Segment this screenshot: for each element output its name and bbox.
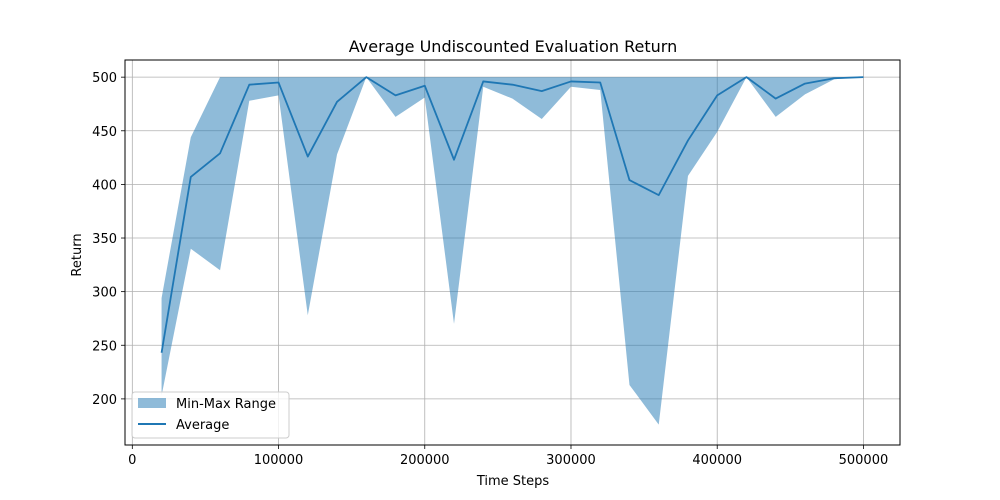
y-tick-label: 300 [92, 286, 117, 301]
y-tick-label: 200 [92, 393, 117, 408]
x-axis-label: Time Steps [476, 474, 550, 489]
grid-lines [125, 60, 900, 445]
legend-swatch-band [138, 398, 166, 408]
y-tick-label: 250 [92, 339, 117, 354]
legend-box [131, 391, 290, 439]
x-tick-label: 100000 [254, 453, 304, 468]
y-axis-label: Return [70, 233, 85, 276]
min-max-band [161, 77, 864, 425]
y-axis-ticks: 200 250 300 350 400 450 500 [92, 71, 125, 408]
average-line [160, 76, 864, 353]
chart-title: Average Undiscounted Evaluation Return [349, 37, 677, 56]
average-series-line [160, 76, 864, 353]
y-tick-label: 450 [92, 125, 117, 140]
x-tick-label: 0 [128, 453, 136, 468]
y-tick-label: 500 [92, 71, 117, 86]
plot-frame [124, 59, 901, 446]
x-tick-label: 300000 [546, 453, 596, 468]
x-tick-label: 200000 [400, 453, 450, 468]
legend: Min-Max Range Average [131, 391, 290, 439]
average-points [161, 77, 863, 353]
x-axis-ticks: 0 100000 200000 300000 400000 500000 [128, 445, 888, 468]
legend-label-line: Average [176, 418, 229, 433]
legend-label-band: Min-Max Range [176, 397, 276, 412]
y-tick-label: 350 [92, 232, 117, 247]
x-tick-label: 400000 [692, 453, 742, 468]
min-max-range-area [161, 77, 864, 425]
x-tick-label: 500000 [839, 453, 889, 468]
y-tick-label: 400 [92, 178, 117, 193]
